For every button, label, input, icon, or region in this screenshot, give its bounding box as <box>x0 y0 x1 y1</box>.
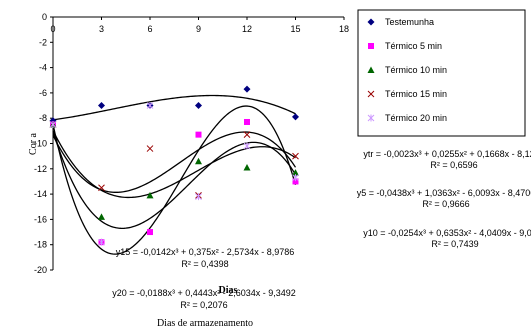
trend-r2-4: R² = 0,4398 <box>181 259 228 269</box>
legend-marker-3 <box>367 66 375 73</box>
trendline-2 <box>52 105 297 255</box>
legend-label-4: Térmico 15 min <box>385 89 447 99</box>
trendlines <box>52 94 297 255</box>
data-point-s2-2 <box>147 229 153 236</box>
y-tick-label: -20 <box>34 265 47 275</box>
data-point-s5-0 <box>49 121 57 129</box>
data-point-s3-2 <box>146 191 154 199</box>
data-point-s3-5 <box>292 169 299 176</box>
data-point-s2-4 <box>244 118 250 125</box>
x-tick-label: 18 <box>339 24 349 34</box>
data-point-s3-1 <box>98 213 105 220</box>
trend-equation-4: y15 = -0,0142x³ + 0,375x² - 2,5734x - 8,… <box>116 247 295 257</box>
legend-marker-1 <box>367 18 375 26</box>
trend-r2-1: R² = 0,6596 <box>430 160 477 170</box>
x-tick-label: 12 <box>242 24 252 34</box>
trend-equations: ytr = -0,0023x³ + 0,0255x² + 0,1668x - 8… <box>112 149 531 310</box>
trend-equation-1: ytr = -0,0023x³ + 0,0255x² + 0,1668x - 8… <box>363 149 531 159</box>
data-point-s5-2 <box>146 102 154 110</box>
data-point-s3-3 <box>195 157 202 165</box>
trend-equation-3: y10 = -0,0254x³ + 0,6353x² - 4,0409x - 9… <box>363 228 531 238</box>
data-point-s1-1 <box>98 102 105 110</box>
data-point-s1-5 <box>292 113 299 121</box>
y-tick-label: -2 <box>39 37 47 47</box>
x-axis-label-top: Dias <box>219 285 238 296</box>
data-point-s4-1 <box>98 184 105 192</box>
x-tick-label: 0 <box>50 24 55 34</box>
trendline-1 <box>52 94 296 121</box>
y-axis-label: Cor a <box>28 132 39 155</box>
y-tick-label: -16 <box>34 214 47 224</box>
legend-label-5: Térmico 20 min <box>385 113 447 123</box>
legend-label-1: Testemunha <box>385 17 434 27</box>
y-tick-label: -14 <box>34 189 47 199</box>
trendline-4 <box>52 130 296 199</box>
legend: Testemunha Térmico 5 min Térmico 10 min Tér… <box>357 9 526 137</box>
y-tick-label: -10 <box>34 139 47 149</box>
data-point-s5-1 <box>98 238 105 246</box>
data-point-s5-3 <box>195 193 202 201</box>
data-point-s5-5 <box>292 174 299 182</box>
y-tick-label: -18 <box>34 240 47 250</box>
data-point-s1-4 <box>243 85 251 93</box>
x-axis-label: Dias de armazenamento <box>157 318 253 329</box>
trendline-5 <box>52 131 297 193</box>
data-point-s2-3 <box>195 131 202 138</box>
trendline-3 <box>52 131 297 230</box>
x-tick-label: 6 <box>147 24 152 34</box>
x-tick-label: 3 <box>99 24 104 34</box>
data-point-s3-4 <box>243 164 251 171</box>
legend-marker-4 <box>367 90 375 98</box>
legend-marker-5 <box>367 114 375 122</box>
data-point-s4-4 <box>243 131 251 138</box>
trend-equation-5: y20 = -0,0188x³ + 0,4443x² - 2,6034x - 9… <box>112 288 296 298</box>
x-tick-label: 15 <box>290 24 300 34</box>
data-point-s4-5 <box>292 152 299 160</box>
legend-label-3: Térmico 10 min <box>385 65 447 75</box>
data-point-s2-5 <box>292 178 299 185</box>
data-point-s1-3 <box>195 102 202 110</box>
y-tick-label: 0 <box>42 12 47 22</box>
legend-label-2: Térmico 5 min <box>385 41 442 51</box>
trend-r2-3: R² = 0,7439 <box>431 239 478 249</box>
data-points <box>49 85 299 246</box>
y-tick-label: -12 <box>34 164 47 174</box>
y-tick-label: -8 <box>39 113 47 123</box>
legend-marker-2 <box>368 43 374 49</box>
data-point-s4-2 <box>146 145 154 152</box>
y-tick-label: -6 <box>39 88 47 98</box>
axes: 0-2-4-6-8-10-12-14-16-18-200 3 6 9 12 15 18 <box>34 12 349 275</box>
trend-equation-2: y5 = -0,0438x³ + 1,0363x² - 6,0093x - 8,… <box>357 188 531 198</box>
data-point-s5-4 <box>243 142 251 150</box>
legend-box <box>357 9 526 137</box>
trend-r2-5: R² = 0,2076 <box>180 300 227 310</box>
trend-r2-2: R² = 0,9666 <box>422 199 469 209</box>
x-tick-label: 9 <box>196 24 201 34</box>
y-tick-label: -4 <box>39 63 47 73</box>
